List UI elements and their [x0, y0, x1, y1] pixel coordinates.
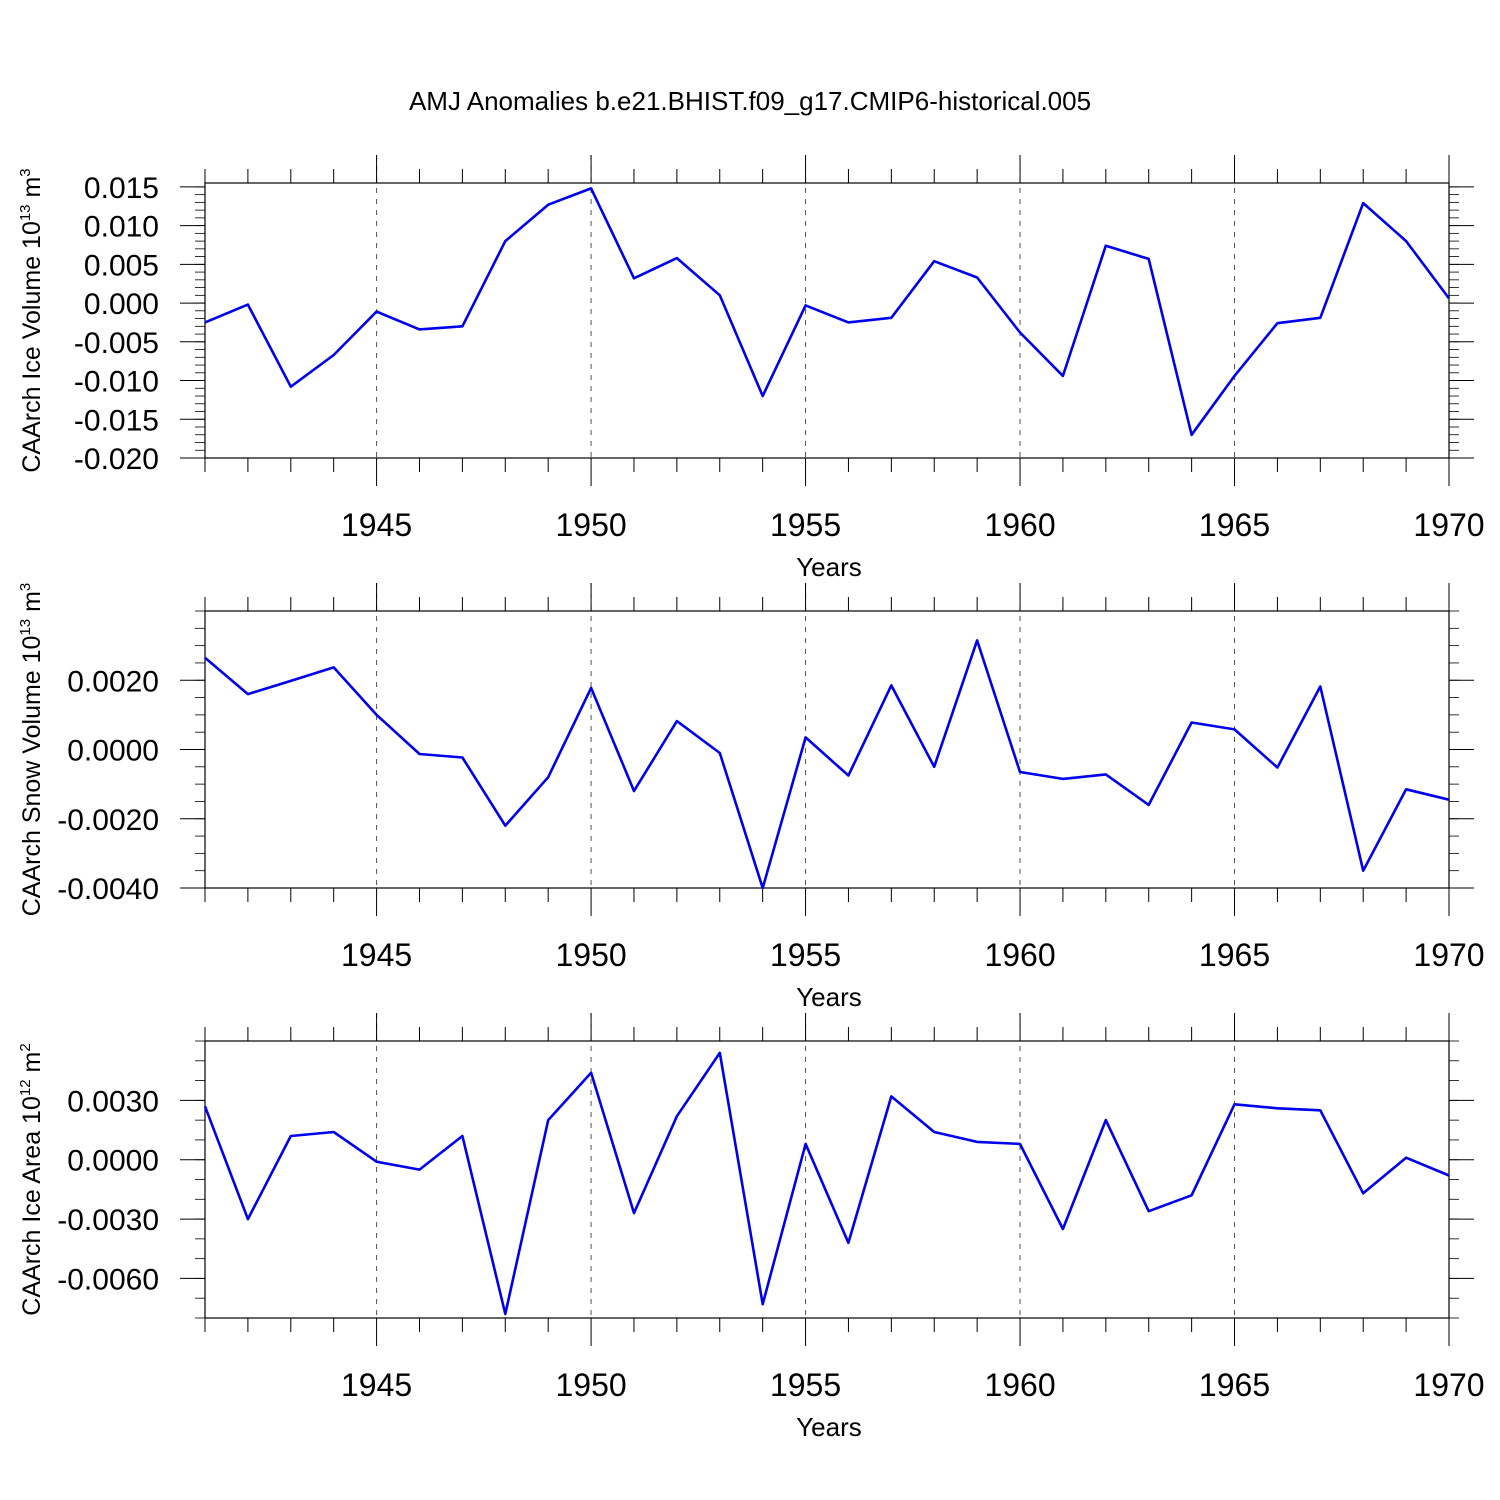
x-tick-label: 1950 [555, 1367, 626, 1403]
x-tick-label: 1965 [1199, 937, 1270, 973]
x-tick-label: 1965 [1199, 1367, 1270, 1403]
x-tick-label: 1960 [984, 937, 1055, 973]
x-tick-label: 1960 [984, 507, 1055, 543]
x-tick-label: 1950 [555, 507, 626, 543]
x-axis-label: Years [796, 1412, 862, 1442]
y-tick-label: 0.0000 [67, 735, 159, 768]
y-tick-label: 0.005 [84, 249, 159, 282]
series-line [204, 639, 1450, 890]
series-line [203, 1051, 1450, 1316]
figure-title: AMJ Anomalies b.e21.BHIST.f09_g17.CMIP6-… [409, 86, 1091, 116]
x-tick-label: 1960 [984, 1367, 1055, 1403]
y-tick-label: -0.0060 [57, 1263, 159, 1296]
x-tick-label: 1945 [341, 937, 412, 973]
x-axis-label: Years [796, 552, 862, 582]
panel-2: 0.0020 0.0000 -0.0020 -0.0040 1945 1950 1955 19… [17, 583, 1485, 1012]
y-tick-label: 0.010 [84, 211, 159, 244]
plot-frame [204, 1040, 1450, 1319]
y-tick-label: -0.0030 [57, 1204, 159, 1237]
panels: 0.015 0.010 0.005 0.000 -0.005 -0.010 -0.015 -0… [17, 155, 1485, 1442]
y-tick-label: 0.0000 [67, 1145, 159, 1178]
plot-frame [204, 610, 1450, 889]
panel-3: 0.0030 0.0000 -0.0030 -0.0060 1945 1950 1955 19… [17, 1013, 1485, 1442]
y-tick-label: -0.015 [74, 404, 159, 437]
series-line [204, 187, 1451, 437]
x-tick-label: 1945 [341, 507, 412, 543]
y-tick-label: -0.005 [74, 327, 159, 360]
y-tick-label: -0.0020 [57, 804, 159, 837]
plot-frame [204, 182, 1450, 459]
x-tick-label: 1970 [1413, 507, 1484, 543]
y-tick-label: -0.020 [74, 443, 159, 476]
x-tick-label: 1965 [1199, 507, 1270, 543]
panel-1: 0.015 0.010 0.005 0.000 -0.005 -0.010 -0.015 -0… [17, 155, 1485, 582]
y-tick-label: 0.0030 [67, 1085, 159, 1118]
y-tick-label: -0.0040 [57, 873, 159, 906]
x-tick-label: 1945 [341, 1367, 412, 1403]
y-tick-label: 0.0020 [67, 665, 159, 698]
x-tick-label: 1955 [770, 1367, 841, 1403]
x-axis-label: Years [796, 982, 862, 1012]
x-tick-label: 1970 [1413, 937, 1484, 973]
x-tick-label: 1955 [770, 507, 841, 543]
x-tick-label: 1950 [555, 937, 626, 973]
y-axis-label: CAArch Ice Area 1012 m2 [17, 1043, 46, 1315]
y-axis-label: CAArch Snow Volume 1013 m3 [17, 583, 46, 917]
x-tick-label: 1955 [770, 937, 841, 973]
y-tick-label: 0.015 [84, 172, 159, 205]
x-tick-label: 1970 [1413, 1367, 1484, 1403]
y-tick-label: -0.010 [74, 366, 159, 399]
y-tick-label: 0.000 [84, 288, 159, 321]
y-axis-label: CAArch Ice Volume 1013 m3 [17, 168, 46, 472]
